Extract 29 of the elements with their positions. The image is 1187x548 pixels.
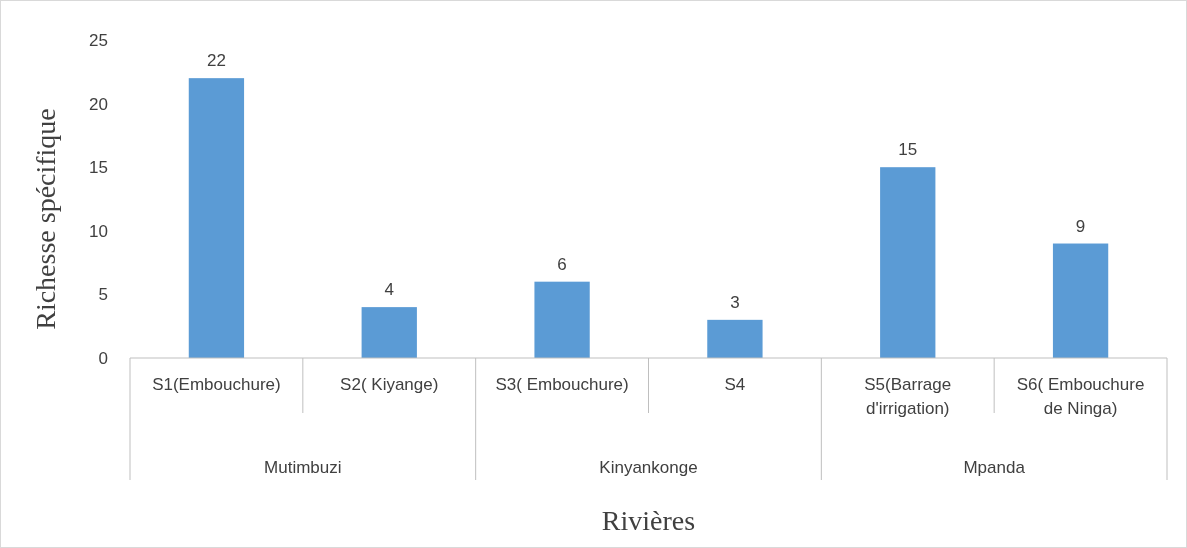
text: Mpanda [963, 458, 1026, 477]
y-tick-label: 25 [89, 30, 108, 50]
y-tick-label: 0 [98, 348, 108, 368]
x-tick-label: S4 [724, 375, 746, 394]
y-tick-label: 20 [89, 94, 108, 114]
bar [707, 319, 763, 358]
bar [534, 281, 590, 358]
x-tick-label: S1(Embouchure) [152, 375, 281, 394]
bar [880, 167, 936, 358]
data-label: 22 [206, 51, 226, 71]
text: Mutimbuzi [264, 458, 342, 477]
data-label: 15 [898, 140, 918, 160]
data-label: 6 [557, 254, 567, 274]
data-label: 9 [1075, 216, 1086, 236]
x-tick-label: S3( Embouchure) [495, 375, 629, 394]
data-label: 4 [384, 280, 394, 300]
y-tick-label: 15 [89, 158, 108, 178]
y-tick-label: 10 [89, 221, 108, 241]
data-label: 3 [730, 292, 740, 312]
bar [188, 78, 245, 358]
x-tick-label: S6( Embouchure de Ninga) [1016, 375, 1145, 418]
x-tick-label: S2( Kiyange) [340, 375, 439, 394]
bar [361, 307, 417, 358]
text: Kinyankonge [599, 458, 698, 477]
y-axis-title: Richesse spécifique [30, 108, 61, 330]
x-tick-label: S5(Barrage d'irrigation) [864, 375, 952, 418]
y-tick-label: 5 [98, 285, 108, 305]
bar [1052, 243, 1109, 358]
x-axis-title: Rivières [601, 505, 696, 536]
